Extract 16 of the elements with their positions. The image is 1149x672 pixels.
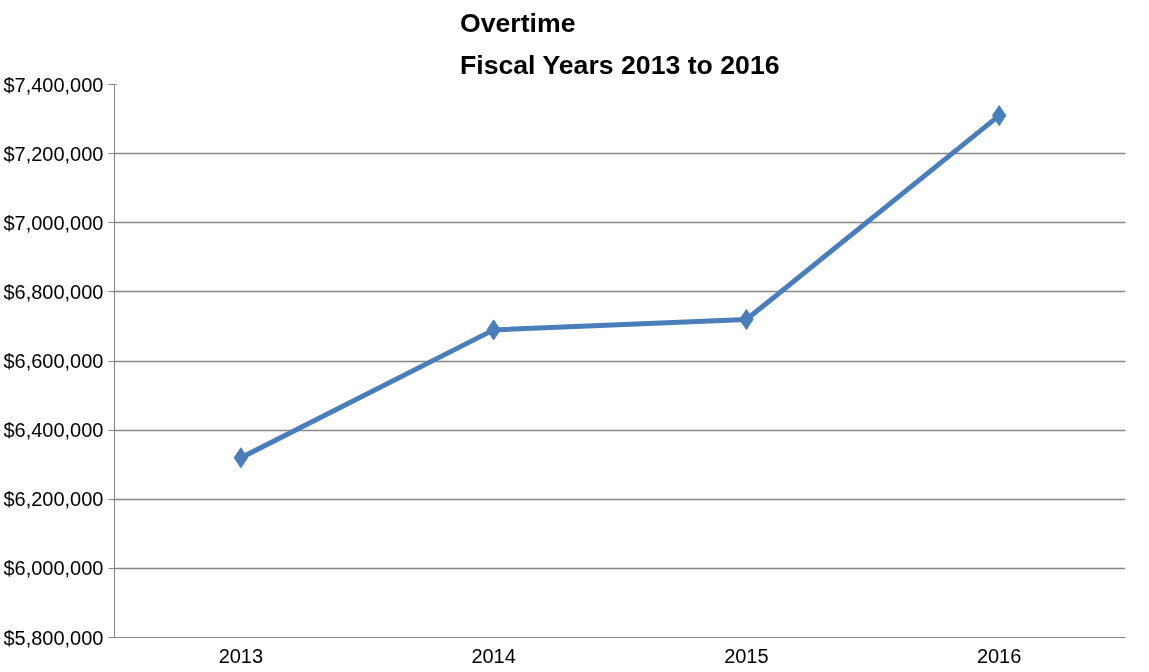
y-tick-label: $7,400,000 (3, 73, 104, 96)
y-tick-label: $6,400,000 (3, 419, 104, 442)
chart-title: Overtime Fiscal Years 2013 to 2016 (459, 7, 780, 80)
y-tick-label: $7,000,000 (3, 211, 104, 234)
y-tick-label: $6,000,000 (3, 557, 104, 580)
x-tick-label: 2014 (471, 644, 516, 667)
y-tick-label: $6,600,000 (3, 350, 104, 372)
x-tick-label: 2013 (218, 644, 264, 667)
x-tick-label: 2016 (976, 644, 1022, 667)
y-tick-label: $5,800,000 (3, 626, 104, 649)
y-tick-label: $6,800,000 (3, 280, 104, 303)
point (991, 105, 1007, 127)
y-tick-label: $7,200,000 (3, 142, 104, 165)
x-tick-label: 2015 (724, 644, 769, 667)
point (233, 447, 249, 469)
y-tick-label: $6,200,000 (3, 488, 104, 511)
